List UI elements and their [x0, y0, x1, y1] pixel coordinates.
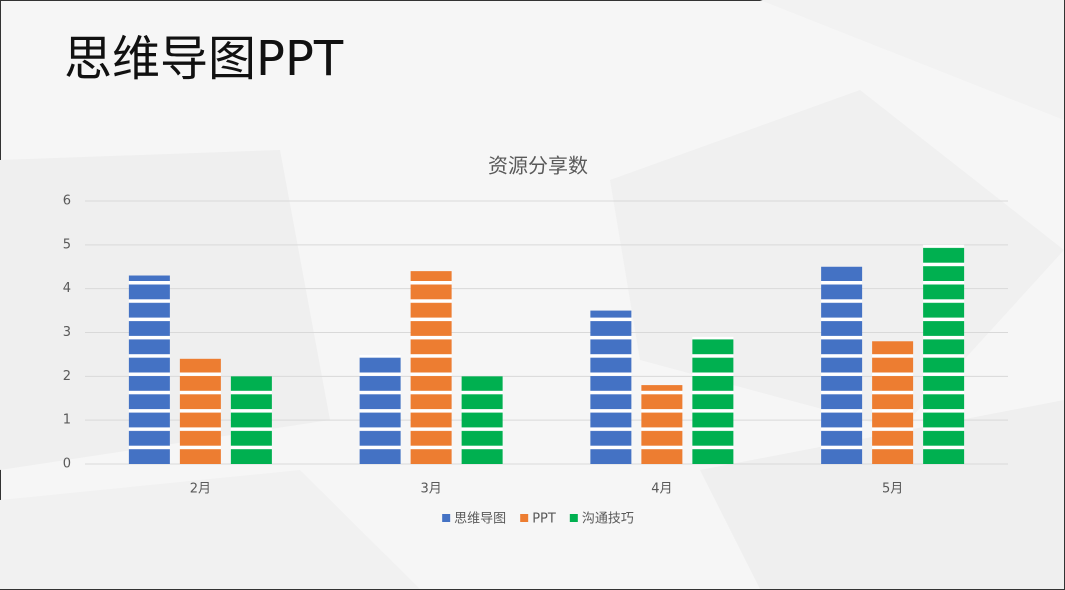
bar	[590, 310, 632, 464]
y-tick-label: 6	[63, 194, 71, 209]
x-tick-label: 5月	[882, 482, 903, 497]
legend-label: 思维导图	[454, 512, 506, 527]
background-shape	[760, 0, 1064, 120]
y-tick-label: 2	[63, 369, 71, 384]
bar	[359, 354, 401, 464]
bar	[461, 376, 503, 464]
legend-label: 沟通技巧	[582, 512, 634, 527]
background-shape	[0, 470, 420, 589]
legend-label: PPT	[532, 512, 556, 527]
x-tick-label: 2月	[190, 482, 211, 497]
bar	[128, 275, 170, 464]
slide-title: 思维导图PPT	[64, 31, 344, 87]
chart-title: 资源分享数	[488, 154, 588, 178]
bar	[641, 385, 683, 464]
bar	[179, 358, 221, 464]
bar	[230, 376, 272, 464]
bar	[821, 266, 863, 464]
y-tick-label: 3	[63, 325, 71, 340]
background-shape	[700, 400, 1064, 589]
legend-marker	[442, 514, 451, 522]
bar	[923, 244, 965, 464]
x-tick-label: 4月	[651, 482, 672, 497]
bar	[410, 271, 452, 464]
bar	[872, 341, 914, 464]
y-tick-label: 1	[63, 413, 71, 428]
y-tick-label: 0	[63, 457, 71, 472]
bar	[692, 336, 734, 464]
y-tick-label: 5	[63, 237, 71, 252]
y-tick-label: 4	[63, 281, 71, 296]
legend-marker	[520, 514, 529, 522]
legend-marker	[569, 514, 578, 522]
x-tick-label: 3月	[420, 482, 441, 497]
